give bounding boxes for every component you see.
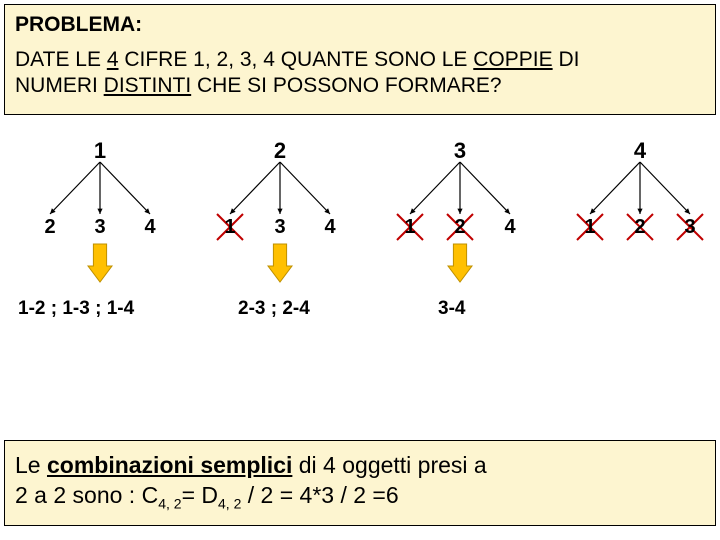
t: 4, 2 <box>158 495 181 511</box>
child-label: 2 <box>634 216 645 239</box>
t: CHE SI POSSONO FORMARE? <box>191 74 501 97</box>
t: NUMERI <box>15 74 104 97</box>
t: 2 a 2 sono : C <box>15 482 158 508</box>
t: di 4 oggetti presi a <box>292 452 486 478</box>
child-label: 3 <box>94 216 105 239</box>
t: 4, 2 <box>218 495 241 511</box>
tree-diagram: 1 2 3 4 1-2 ; 1-3 ; 1-4 2 1 3 4 2-3 ; 2-4 3 1 2 4 3-4 4… <box>0 130 720 390</box>
answer-box: Le combinazioni semplici di 4 oggetti pr… <box>4 440 716 526</box>
t: = D <box>182 482 218 508</box>
t: Le <box>15 452 47 478</box>
child-label: 4 <box>504 216 515 239</box>
t: DI <box>553 48 580 71</box>
diagram-svg <box>0 130 720 390</box>
t: combinazioni semplici <box>47 452 292 478</box>
root-label: 4 <box>634 138 646 164</box>
result-label: 2-3 ; 2-4 <box>238 298 310 320</box>
child-label: 1 <box>404 216 415 239</box>
problem-text: DATE LE 4 CIFRE 1, 2, 3, 4 QUANTE SONO L… <box>15 47 705 100</box>
child-label: 2 <box>44 216 55 239</box>
problem-title: PROBLEMA: <box>15 13 705 37</box>
t: COPPIE <box>473 48 552 71</box>
child-label: 4 <box>324 216 335 239</box>
root-label: 2 <box>274 138 286 164</box>
t: CIFRE 1, 2, 3, 4 QUANTE SONO LE <box>119 48 474 71</box>
t: / 2 = 4*3 / 2 =6 <box>241 482 398 508</box>
child-label: 3 <box>684 216 695 239</box>
result-label: 3-4 <box>438 298 465 320</box>
t: DISTINTI <box>104 74 192 97</box>
child-label: 1 <box>584 216 595 239</box>
child-label: 3 <box>274 216 285 239</box>
root-label: 3 <box>454 138 466 164</box>
child-label: 2 <box>454 216 465 239</box>
root-label: 1 <box>94 138 106 164</box>
t: 4 <box>107 48 119 71</box>
problem-box: PROBLEMA: DATE LE 4 CIFRE 1, 2, 3, 4 QUA… <box>4 4 716 115</box>
answer-text: Le combinazioni semplici di 4 oggetti pr… <box>15 451 705 513</box>
child-label: 1 <box>224 216 235 239</box>
child-label: 4 <box>144 216 155 239</box>
t: DATE LE <box>15 48 107 71</box>
result-label: 1-2 ; 1-3 ; 1-4 <box>18 298 134 320</box>
